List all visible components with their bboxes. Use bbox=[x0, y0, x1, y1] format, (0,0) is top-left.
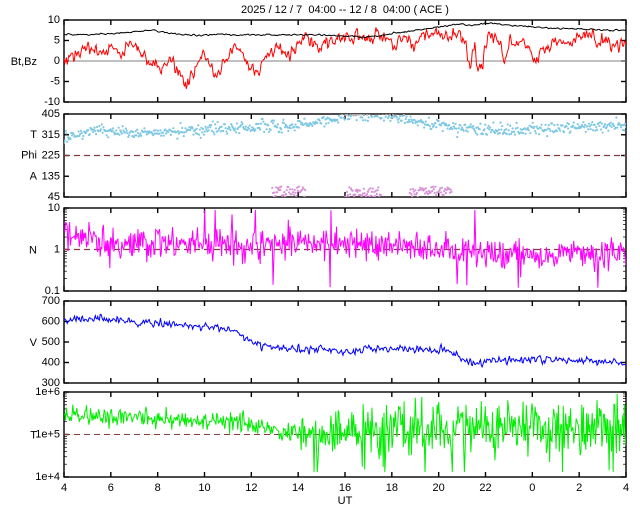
svg-text:Bt,Bz: Bt,Bz bbox=[11, 56, 37, 68]
svg-text:1e+5: 1e+5 bbox=[35, 429, 60, 441]
svg-text:500: 500 bbox=[42, 336, 60, 348]
svg-text:14: 14 bbox=[292, 482, 304, 494]
svg-text:1e+6: 1e+6 bbox=[35, 386, 60, 398]
svg-text:5: 5 bbox=[54, 35, 60, 47]
svg-text:A: A bbox=[30, 170, 38, 182]
svg-text:225: 225 bbox=[42, 150, 60, 162]
svg-text:2: 2 bbox=[576, 482, 582, 494]
svg-text:18: 18 bbox=[386, 482, 398, 494]
svg-text:T: T bbox=[30, 129, 37, 141]
svg-text:V: V bbox=[30, 337, 38, 349]
svg-text:N: N bbox=[29, 245, 37, 257]
svg-text:6: 6 bbox=[108, 482, 114, 494]
svg-text:-10: -10 bbox=[44, 96, 60, 108]
svg-text:Phi: Phi bbox=[21, 150, 37, 162]
svg-text:0: 0 bbox=[529, 482, 535, 494]
svg-text:2025 / 12 / 7 04:00 -- 12 / 8: 2025 / 12 / 7 04:00 -- 12 / 8 04:00 ( AC… bbox=[241, 4, 449, 16]
svg-text:10: 10 bbox=[48, 14, 60, 26]
svg-text:4: 4 bbox=[623, 482, 629, 494]
svg-text:0: 0 bbox=[54, 55, 60, 67]
svg-text:10: 10 bbox=[198, 482, 210, 494]
svg-text:4: 4 bbox=[61, 482, 67, 494]
svg-text:315: 315 bbox=[42, 129, 60, 141]
svg-text:700: 700 bbox=[42, 295, 60, 307]
svg-text:135: 135 bbox=[42, 170, 60, 182]
svg-text:16: 16 bbox=[339, 482, 351, 494]
svg-text:1e+4: 1e+4 bbox=[35, 471, 60, 483]
svg-text:T: T bbox=[30, 430, 37, 442]
svg-text:400: 400 bbox=[42, 357, 60, 369]
svg-text:20: 20 bbox=[433, 482, 445, 494]
svg-text:600: 600 bbox=[42, 316, 60, 328]
svg-text:405: 405 bbox=[42, 108, 60, 120]
svg-text:22: 22 bbox=[479, 482, 491, 494]
svg-text:UT: UT bbox=[338, 495, 353, 507]
svg-text:1: 1 bbox=[54, 244, 60, 256]
svg-text:-5: -5 bbox=[50, 76, 60, 88]
svg-text:8: 8 bbox=[155, 482, 161, 494]
svg-text:10: 10 bbox=[48, 202, 60, 214]
svg-text:12: 12 bbox=[245, 482, 257, 494]
